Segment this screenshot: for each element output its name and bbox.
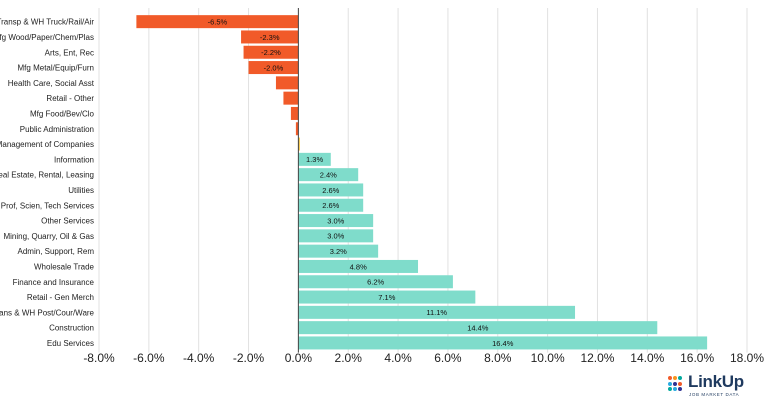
logo-dot <box>678 387 682 392</box>
bar <box>298 229 374 243</box>
bar <box>298 152 331 166</box>
x-tick-label: -8.0% <box>83 351 115 365</box>
bar <box>241 30 299 44</box>
bar <box>248 61 299 75</box>
bar <box>283 91 299 105</box>
category-label: Mining, Quarry, Oil & Gas <box>3 232 94 241</box>
category-label: Utilities <box>68 186 94 195</box>
logo-dot <box>673 387 677 392</box>
bar-value-label: 3.0% <box>327 216 344 225</box>
logo-dot <box>678 381 682 386</box>
category-label: Mfg Wood/Paper/Chem/Plas <box>0 33 94 42</box>
bar <box>298 214 374 228</box>
bar-value-label: -6.5% <box>208 17 228 26</box>
category-label: Finance and Insurance <box>13 278 95 287</box>
bar-value-label: 4.8% <box>350 262 367 271</box>
bar <box>295 122 299 136</box>
bar <box>298 137 300 151</box>
bar <box>298 305 576 319</box>
x-tick-label: 2.0% <box>335 351 363 365</box>
bar <box>275 76 299 90</box>
x-tick-label: 10.0% <box>531 351 565 365</box>
category-label: Public Administration <box>20 125 94 134</box>
logo-dot <box>673 376 677 380</box>
category-label: Health Care, Social Asst <box>8 79 95 88</box>
bar-value-label: 7.1% <box>378 293 395 302</box>
x-tick-label: 8.0% <box>484 351 512 365</box>
category-label: Admin, Support, Rem <box>18 247 95 256</box>
x-tick-label: 14.0% <box>630 351 664 365</box>
category-label: Other Services <box>41 217 94 226</box>
bar <box>136 15 299 29</box>
bar <box>290 106 299 120</box>
bar-value-label: 3.0% <box>327 232 344 241</box>
category-label: Retail - Other <box>46 94 94 103</box>
logo-tagline: JOB MARKET DATA <box>689 392 740 397</box>
bar-value-label: 3.2% <box>330 247 347 256</box>
bar-value-label: 1.3% <box>306 155 323 164</box>
bar <box>298 336 708 350</box>
category-label: Real Estate, Rental, Leasing <box>0 171 94 180</box>
bar <box>298 321 658 335</box>
bar-value-label: 14.4% <box>467 323 489 332</box>
x-tick-label: 6.0% <box>434 351 462 365</box>
x-tick-label: 12.0% <box>580 351 614 365</box>
bar-value-label: 16.4% <box>492 339 514 348</box>
logo-dot <box>668 381 672 386</box>
bar-value-label: -2.0% <box>264 63 284 72</box>
category-label: Trans & WH Post/Cour/Ware <box>0 308 95 317</box>
bar <box>298 259 419 273</box>
bar <box>298 244 379 258</box>
category-label: Arts, Ent, Rec <box>45 48 94 57</box>
logo-dot <box>668 387 672 392</box>
category-label: Transp & WH Truck/Rail/Air <box>0 18 94 27</box>
bar <box>298 290 476 304</box>
bar <box>298 275 453 289</box>
bar <box>298 183 364 197</box>
category-label: Retail - Gen Merch <box>27 293 94 302</box>
logo-dot <box>668 376 672 380</box>
x-tick-label: -4.0% <box>183 351 215 365</box>
bar-value-label: 6.2% <box>367 278 384 287</box>
category-label: Management of Companies <box>0 140 94 149</box>
x-tick-label: 16.0% <box>680 351 714 365</box>
linkup-logo: LinkUp JOB MARKET DATA <box>668 372 758 400</box>
x-tick-label: -6.0% <box>133 351 165 365</box>
category-label: Information <box>54 155 94 164</box>
bar-value-label: 2.4% <box>320 170 337 179</box>
bar-value-label: 2.6% <box>322 186 339 195</box>
bar-value-label: 2.6% <box>322 201 339 210</box>
x-tick-label: 18.0% <box>730 351 764 365</box>
bar <box>243 45 299 59</box>
bar <box>298 168 359 182</box>
bar <box>298 198 364 212</box>
category-label: Wholesale Trade <box>34 262 95 271</box>
bar-value-label: -2.2% <box>261 48 281 57</box>
logo-name: LinkUp <box>688 372 744 391</box>
category-label: Mfg Food/Bev/Clo <box>30 109 95 118</box>
category-label: Prof, Scien, Tech Services <box>1 201 94 210</box>
category-label: Construction <box>49 324 94 333</box>
bar-value-label: -2.3% <box>260 33 280 42</box>
category-label: Edu Services <box>47 339 94 348</box>
category-label: Mfg Metal/Equip/Furn <box>18 64 94 73</box>
x-tick-label: 4.0% <box>384 351 412 365</box>
bar-value-label: 11.1% <box>426 308 447 317</box>
logo-dot <box>678 376 682 380</box>
logo-dots-icon <box>668 376 684 392</box>
x-tick-label: 0.0% <box>285 351 313 365</box>
logo-dot <box>673 381 677 386</box>
x-tick-label: -2.0% <box>233 351 265 365</box>
